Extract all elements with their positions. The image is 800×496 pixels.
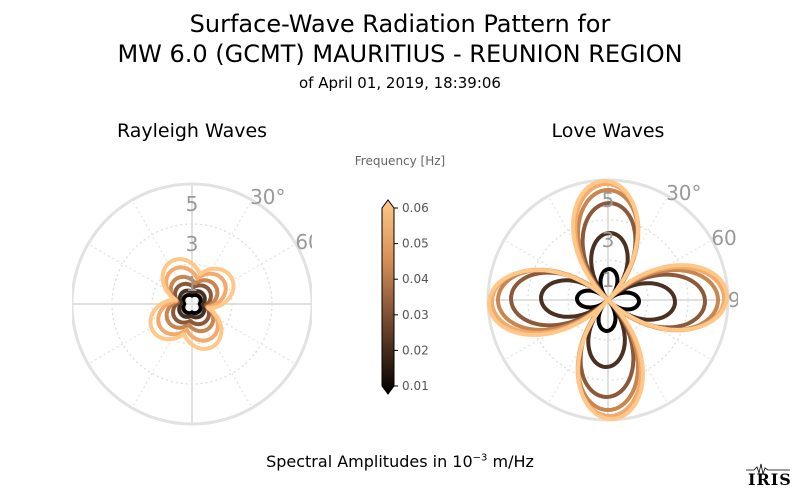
angular-gridline bbox=[131, 303, 193, 409]
angle-tick-label: 30° bbox=[666, 181, 701, 205]
angle-tick-label: 90° bbox=[728, 288, 738, 312]
colorbar-bar bbox=[381, 199, 395, 395]
title-line-3: of April 01, 2019, 18:39:06 bbox=[299, 74, 501, 92]
rayleigh-series-line bbox=[171, 281, 213, 327]
angular-gridline bbox=[191, 303, 253, 409]
title-line-1: Surface-Wave Radiation Pattern for bbox=[189, 10, 611, 38]
footer-units: Spectral Amplitudes in 10−3 m/Hz bbox=[0, 452, 800, 471]
colorbar-tick-label: 0.04 bbox=[402, 272, 429, 286]
seismogram-icon bbox=[746, 463, 790, 476]
colorbar-tick-label: 0.03 bbox=[402, 308, 429, 322]
colorbar-tick-label: 0.06 bbox=[402, 201, 429, 215]
colorbar-tick-label: 0.01 bbox=[402, 379, 429, 393]
radial-tick-label: 5 bbox=[602, 188, 615, 212]
angle-tick-label: 60° bbox=[295, 230, 312, 254]
love-polar-chart: 1 3 5 30° 60° 90° bbox=[486, 178, 738, 422]
frequency-colorbar: 0.01 0.02 0.03 0.04 0.05 0.06 bbox=[381, 199, 429, 395]
rayleigh-title: Rayleigh Waves bbox=[116, 120, 268, 142]
love-series-line bbox=[539, 231, 677, 369]
footer-suffix: m/Hz bbox=[487, 452, 534, 471]
logo-text: IRIS bbox=[748, 470, 792, 489]
footer-prefix: Spectral Amplitudes in 10 bbox=[266, 452, 473, 471]
angle-tick-label: 30° bbox=[250, 185, 285, 209]
title-line-2: MW 6.0 (GCMT) MAURITIUS - REUNION REGION bbox=[117, 40, 683, 68]
radial-tick-label: 1 bbox=[186, 272, 199, 296]
colorbar-tick-label: 0.05 bbox=[402, 237, 429, 251]
angular-gridline bbox=[131, 199, 193, 305]
rayleigh-series-line bbox=[181, 292, 203, 316]
footer-exponent: −3 bbox=[472, 452, 488, 464]
colorbar-tick-label: 0.02 bbox=[402, 343, 429, 357]
rayleigh-series-line bbox=[164, 274, 220, 334]
love-title: Love Waves bbox=[551, 120, 665, 142]
colorbar-label: Frequency [Hz] bbox=[354, 154, 446, 168]
iris-logo: IRIS bbox=[744, 462, 792, 489]
love-series-line bbox=[487, 179, 729, 421]
angle-tick-label: 60° bbox=[711, 226, 738, 250]
radial-tick-label: 3 bbox=[186, 232, 199, 256]
radial-tick-label: 3 bbox=[602, 228, 615, 252]
rayleigh-series-line bbox=[148, 257, 236, 351]
radial-tick-label: 5 bbox=[186, 192, 199, 216]
rayleigh-series-line bbox=[177, 288, 207, 320]
angular-gridline bbox=[191, 199, 253, 305]
radial-tick-label: 1 bbox=[602, 268, 615, 292]
